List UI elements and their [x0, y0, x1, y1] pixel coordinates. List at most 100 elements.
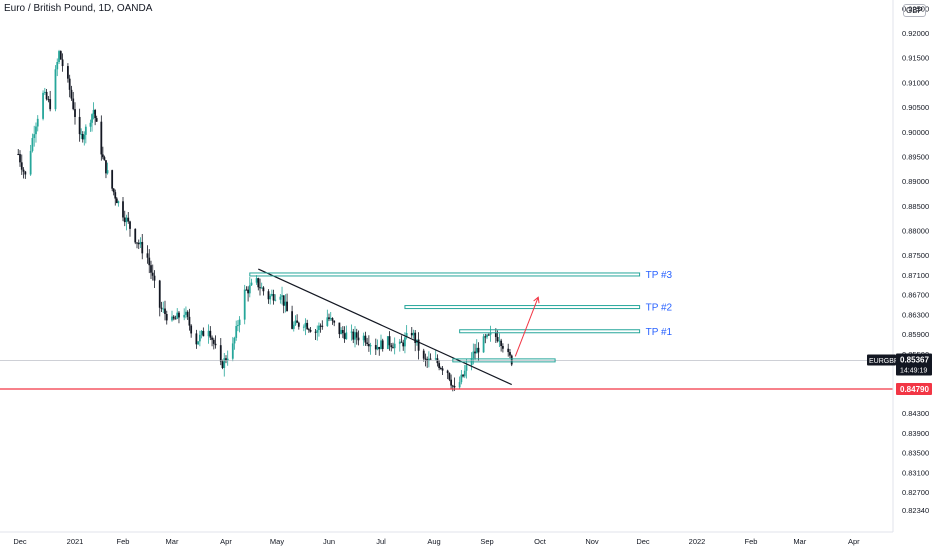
candle: [279, 294, 282, 304]
candle: [106, 162, 109, 175]
candle: [95, 115, 98, 122]
candle: [127, 212, 130, 224]
x-tick-label: Feb: [745, 537, 758, 546]
support-price-value: 0.84790: [900, 385, 929, 394]
x-tick-label: Apr: [848, 537, 860, 546]
candle: [494, 328, 497, 344]
candle: [19, 150, 21, 167]
candle: [188, 308, 191, 331]
candle: [162, 301, 165, 314]
candle: [426, 356, 429, 368]
candle: [338, 322, 341, 339]
candle: [56, 58, 59, 77]
candle: [219, 338, 222, 366]
candle: [134, 228, 137, 245]
candle: [381, 338, 384, 352]
candle: [392, 342, 394, 349]
candle: [318, 322, 320, 337]
candle: [314, 328, 317, 340]
tp-level-label: TP #3: [646, 270, 673, 281]
candle: [343, 326, 346, 343]
candle: [470, 352, 473, 371]
candle: [434, 349, 437, 361]
y-tick-label: 0.84300: [902, 409, 929, 418]
candle: [233, 336, 236, 350]
candle: [355, 328, 358, 345]
x-tick-label: 2021: [67, 537, 84, 546]
currency-badge[interactable]: GBP: [903, 4, 926, 17]
time-axis[interactable]: Dec 2021 Feb Mar Apr May Jun Jul Aug Sep Oct Nov Dec…: [0, 531, 893, 546]
y-tick-label: 0.87500: [902, 251, 929, 260]
entry-zone-line[interactable]: [452, 358, 556, 363]
candle: [307, 327, 310, 333]
candle: [441, 365, 444, 375]
candle: [198, 330, 201, 347]
candle: [148, 249, 151, 274]
candle: [378, 346, 381, 356]
y-tick-label: 0.91000: [902, 78, 929, 87]
candle: [59, 50, 62, 60]
x-tick-label: Feb: [117, 537, 130, 546]
candle: [250, 278, 253, 287]
candle: [328, 313, 330, 322]
candle: [174, 315, 177, 320]
symbol-title[interactable]: Euro / British Pound, 1D, OANDA: [4, 3, 153, 14]
trendline[interactable]: [258, 268, 512, 386]
candle: [43, 87, 46, 95]
candle: [245, 286, 248, 291]
y-tick-label: 0.82340: [902, 506, 929, 515]
candle: [286, 293, 288, 312]
price-axis[interactable]: 0.92500 0.92000 0.91500 0.91000 0.90500 0.900…: [892, 0, 929, 532]
candle: [417, 332, 420, 360]
candle: [80, 128, 83, 140]
candle: [209, 326, 212, 341]
candle: [33, 125, 36, 147]
candle: [366, 337, 369, 347]
candle: [171, 310, 173, 322]
x-tick-label: Mar: [793, 537, 806, 546]
tp-level-line[interactable]: [404, 305, 641, 310]
symbol-tag: EURGBP: [867, 354, 899, 366]
candle: [89, 119, 92, 132]
candle: [255, 275, 258, 285]
symbol-tag-label: EURGBP: [869, 358, 899, 365]
candle: [117, 200, 120, 207]
candle: [221, 359, 224, 370]
candle: [284, 294, 287, 313]
candle: [374, 338, 377, 356]
candle: [165, 310, 168, 325]
projection-arrow[interactable]: [514, 296, 540, 357]
candle: [297, 321, 300, 330]
tp-level-line[interactable]: [459, 329, 641, 334]
candle: [183, 308, 186, 321]
y-tick-label: 0.87100: [902, 271, 929, 280]
x-tick-label: Aug: [427, 537, 440, 546]
candle: [427, 351, 430, 368]
tp-level-line[interactable]: [249, 272, 641, 277]
candle: [68, 74, 71, 98]
candle: [141, 233, 144, 260]
candle: [282, 295, 285, 314]
candle: [81, 131, 84, 143]
candle: [103, 155, 106, 161]
candle: [294, 315, 297, 326]
candle: [49, 90, 52, 112]
candle: [115, 197, 118, 204]
candle: [207, 324, 210, 344]
candle: [451, 384, 454, 392]
candle: [186, 310, 189, 320]
candle: [247, 286, 249, 302]
candle: [393, 337, 396, 355]
candle: [238, 316, 241, 333]
tp-level-label: TP #1: [646, 327, 673, 338]
candle: [498, 333, 501, 348]
candle: [475, 339, 478, 354]
x-tick-label: Oct: [534, 537, 547, 546]
candle: [509, 348, 511, 359]
candle: [380, 334, 382, 350]
candle: [306, 319, 309, 330]
candle: [29, 144, 32, 176]
candle: [164, 300, 166, 321]
price-tags: EURGBP 0.85367 14:49:19 0.84790: [867, 353, 932, 396]
